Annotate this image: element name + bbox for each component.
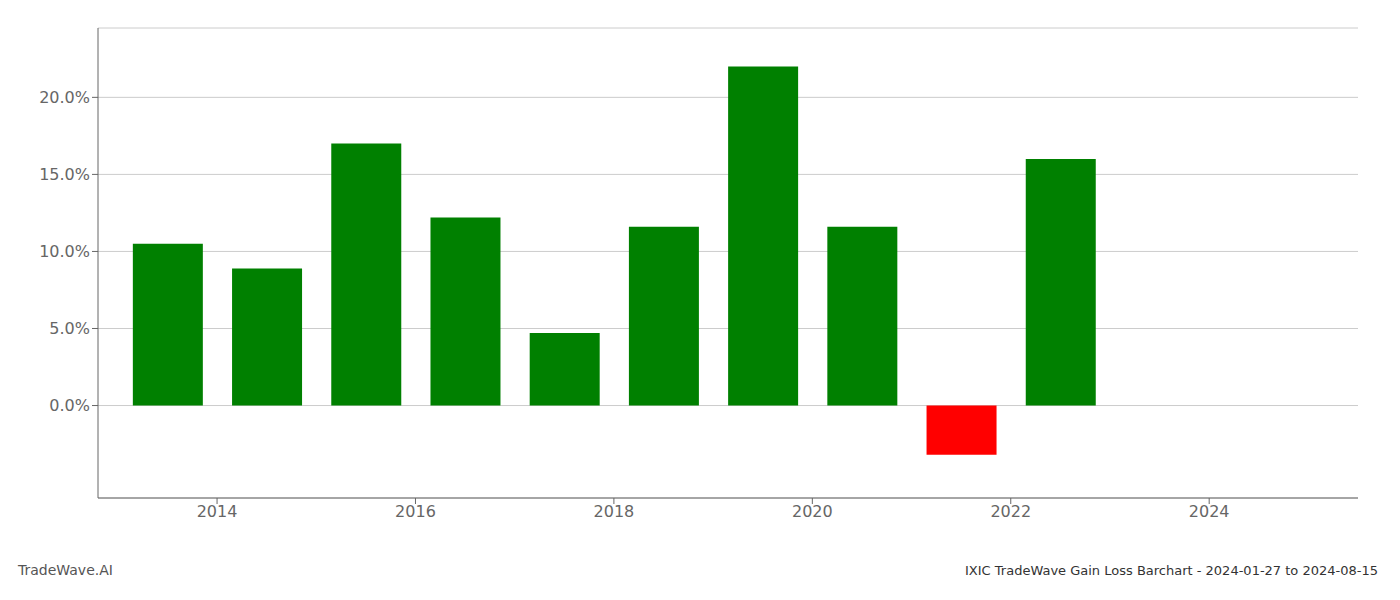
svg-text:2016: 2016: [395, 502, 436, 521]
html-text:TradeWave.AI: TradeWave.AI: [18, 562, 113, 578]
svg-text:2024: 2024: [1189, 502, 1230, 521]
svg-text:2014: 2014: [197, 502, 238, 521]
svg-text:2020: 2020: [792, 502, 833, 521]
html-text:IXIC TradeWave Gain Loss Barch: IXIC TradeWave Gain Loss Barchart - 2024…: [965, 563, 1378, 578]
svg-text:20.0%: 20.0%: [39, 88, 90, 107]
svg-text:5.0%: 5.0%: [49, 319, 90, 338]
svg-text:15.0%: 15.0%: [39, 165, 90, 184]
svg-text:2018: 2018: [594, 502, 635, 521]
svg-text:2022: 2022: [990, 502, 1031, 521]
svg-text:10.0%: 10.0%: [39, 242, 90, 261]
svg-text:0.0%: 0.0%: [49, 396, 90, 415]
